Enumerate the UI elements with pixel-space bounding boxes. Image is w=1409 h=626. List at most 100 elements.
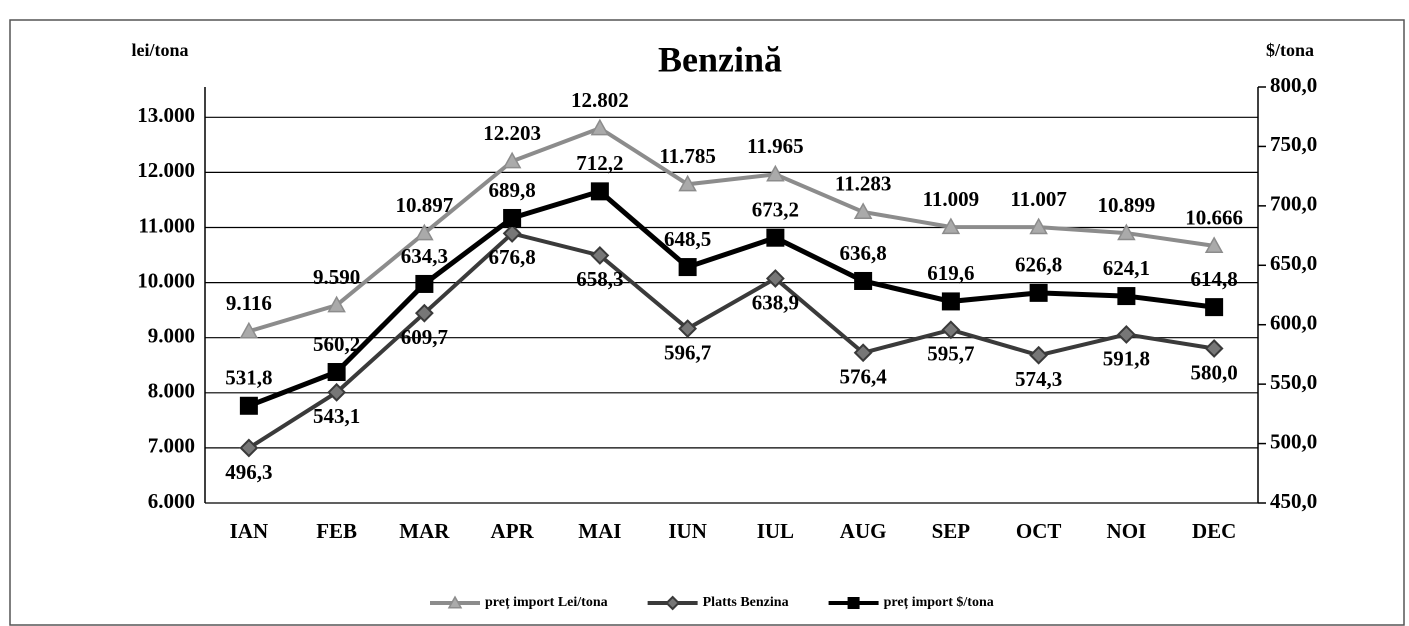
data-point [502,151,522,169]
data-point [1029,345,1049,365]
data-label: 11.965 [747,134,804,158]
data-point [941,292,960,311]
y-tick-label: 7.000 [148,434,195,458]
data-point [590,118,610,136]
data-point [941,320,961,340]
legend-label: preț import $/tona [884,595,994,610]
data-label: 576,4 [840,365,888,389]
series-line [247,188,1215,409]
data-point [853,343,873,363]
data-label: 10.899 [1098,193,1156,217]
data-label: 658,3 [576,267,623,291]
data-label: 10.897 [396,193,454,217]
legend-marker [847,597,860,609]
data-point [678,319,698,339]
data-label: 673,2 [752,198,799,222]
data-point [853,202,873,220]
data-point [415,274,434,293]
data-label: 596,7 [664,340,711,364]
data-point [590,182,609,201]
x-tick-label: AUG [840,519,887,543]
data-point [678,258,697,277]
data-label: 595,7 [927,342,974,366]
data-point [941,217,961,235]
legend-label: preț import Lei/tona [485,595,608,610]
data-point [415,223,434,241]
data-label: 614,8 [1191,267,1238,291]
data-label: 636,8 [840,241,887,265]
data-label: 676,8 [489,245,536,269]
chart-frame [9,19,1405,626]
x-tick-label: IUN [668,519,707,543]
data-label: 624,1 [1103,256,1150,280]
data-point [766,228,785,247]
data-point [414,303,434,323]
x-tick-label: MAR [399,519,450,543]
x-tick-label: MAI [578,519,621,543]
x-tick-label: NOI [1107,519,1147,543]
data-point [1029,217,1048,235]
data-point [1204,339,1224,358]
y-tick-label: 10.000 [137,268,195,292]
data-label: 9.116 [226,291,272,315]
data-label: 11.785 [659,144,716,168]
data-label: 574,3 [1015,367,1062,391]
data-point [1117,287,1136,306]
data-point [502,224,522,243]
x-tick-label: FEB [316,519,357,543]
data-label: 634,3 [401,244,448,268]
data-label: 12.802 [571,88,629,112]
y2-tick-label: 750,0 [1270,132,1317,156]
y-tick-label: 8.000 [148,379,195,403]
data-label: 531,8 [225,366,272,390]
data-label: 689,8 [489,178,536,202]
x-tick-label: IUL [757,519,794,543]
y2-tick-label: 650,0 [1270,251,1317,275]
y-tick-label: 12.000 [137,158,195,182]
data-label: 591,8 [1103,346,1150,370]
data-point [239,396,258,415]
data-point [327,295,346,313]
data-label: 11.009 [923,187,980,211]
y-tick-label: 6.000 [148,489,195,513]
chart-title: Benzină [658,39,782,79]
x-tick-label: IAN [230,519,269,543]
data-point [327,382,347,402]
data-point [1205,298,1224,317]
data-label: 609,7 [401,325,448,349]
data-label: 543,1 [313,404,360,428]
x-tick-label: APR [491,519,535,543]
data-label: 638,9 [752,290,799,314]
data-label: 9.590 [313,265,360,289]
data-point [239,438,259,458]
y2-axis-label: $/tona [1266,40,1314,60]
y2-tick-label: 700,0 [1270,192,1317,216]
y-tick-label: 13.000 [137,103,195,127]
data-label: 12.203 [483,121,541,145]
y-axis-label: lei/tona [132,40,189,60]
data-point [327,363,346,382]
x-tick-label: SEP [932,519,971,543]
data-label: 626,8 [1015,253,1062,277]
x-tick-label: OCT [1016,519,1062,543]
data-point [765,269,785,288]
data-point [1204,236,1224,254]
data-label: 619,6 [927,261,974,285]
data-label: 11.007 [1010,187,1067,211]
data-label: 560,2 [313,332,360,356]
data-label: 580,0 [1191,360,1238,384]
series-line [247,231,1215,450]
legend-marker [665,595,681,611]
data-point [1116,325,1136,344]
data-label: 11.283 [835,172,892,196]
data-point [239,321,259,339]
y2-tick-label: 600,0 [1270,311,1317,335]
data-point [1029,283,1048,302]
y2-tick-label: 800,0 [1270,73,1317,97]
y-tick-label: 11.000 [138,213,195,237]
data-label: 648,5 [664,227,711,251]
series-line [248,125,1215,334]
data-point [678,174,697,192]
